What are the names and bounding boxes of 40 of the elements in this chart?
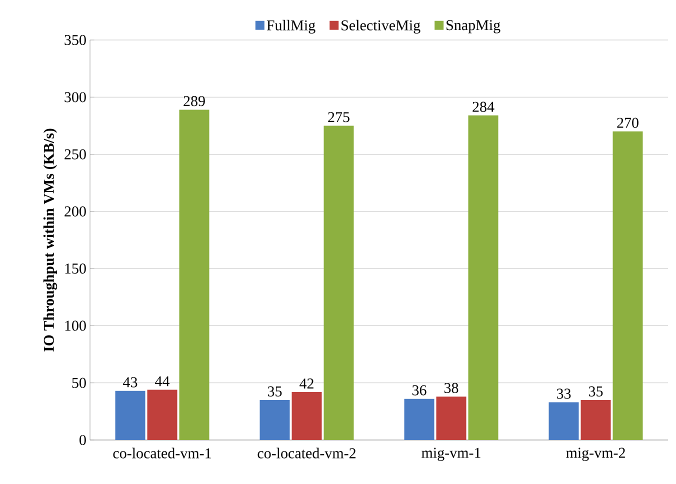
y-tick-label: 200: [64, 206, 86, 216]
data-label: 44: [155, 376, 170, 386]
x-tick-label: mig-vm-1: [422, 448, 480, 461]
x-tick-label: co-located-vm-2: [258, 448, 356, 458]
bar: [260, 400, 290, 440]
y-tick-label: 300: [64, 92, 86, 102]
y-tick-label: 100: [65, 320, 86, 331]
bar: [580, 400, 611, 440]
x-tick-label: co-located-vm-1: [113, 448, 211, 458]
bar: [548, 402, 579, 440]
bar: [115, 390, 146, 440]
data-label: 289: [184, 96, 205, 106]
legend-label: SelectiveMig: [342, 20, 420, 34]
legend-label: FullMig: [266, 20, 316, 34]
data-label: 270: [617, 118, 638, 128]
data-label: 275: [328, 112, 350, 122]
data-label: 33: [556, 388, 571, 399]
bar: [324, 126, 354, 440]
data-label: 284: [472, 102, 494, 112]
y-tick-label: 250: [64, 149, 86, 160]
bar: [436, 396, 466, 440]
data-label: 36: [412, 385, 426, 396]
bar: [612, 131, 643, 440]
bar: [147, 390, 178, 440]
bar: [292, 392, 322, 440]
y-tick-label: 50: [72, 378, 86, 388]
legend-label: SnapMig: [446, 20, 500, 34]
bar: [179, 110, 210, 440]
bar: [404, 398, 434, 440]
data-label: 35: [588, 386, 603, 396]
y-tick-label: 350: [64, 34, 86, 46]
data-label: 35: [268, 386, 282, 396]
y-tick-label: 0: [80, 434, 86, 446]
bar: [468, 115, 498, 440]
data-label: 43: [123, 377, 138, 388]
data-label: 38: [444, 382, 458, 394]
y-tick-label: 150: [65, 264, 86, 274]
x-tick-label: mig-vm-2: [566, 448, 625, 461]
data-label: 42: [300, 378, 314, 388]
y-axis-title: IO Throughput within VMs (KB/s): [43, 128, 58, 352]
